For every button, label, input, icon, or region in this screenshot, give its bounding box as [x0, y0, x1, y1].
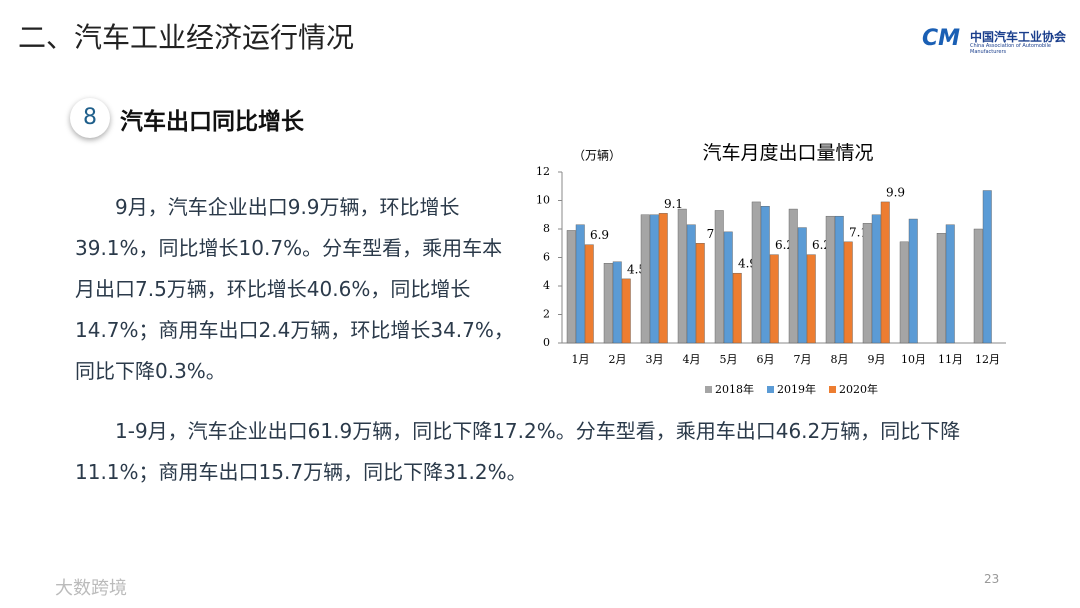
bar — [862, 223, 872, 344]
x-tick-label: 11月 — [938, 353, 963, 366]
data-label: 7 — [707, 227, 715, 241]
x-tick-label: 6月 — [757, 353, 775, 366]
legend-swatch — [705, 386, 712, 393]
x-tick-label: 9月 — [868, 353, 886, 366]
slide-title: 二、汽车工业经济运行情况 — [18, 21, 355, 54]
bar — [621, 278, 631, 344]
x-tick-label: 2月 — [609, 353, 627, 366]
section-title: 汽车出口同比增长 — [120, 109, 304, 135]
bar — [658, 213, 668, 344]
chart-title: 汽车月度出口量情况 — [702, 142, 873, 164]
x-tick-label: 1月 — [572, 353, 590, 366]
logo-name: 中国汽车工业协会 — [970, 30, 1067, 44]
bar — [649, 214, 659, 344]
data-label: 9.9 — [886, 185, 905, 199]
logo-subname: China Association of Automobile Manufact… — [970, 43, 1051, 55]
legend-swatch — [829, 386, 836, 393]
bar — [982, 190, 992, 344]
bar — [677, 208, 687, 344]
y-tick-label: 0 — [543, 336, 550, 349]
bar — [686, 224, 696, 344]
bar — [566, 230, 576, 344]
page-number: 23 — [984, 572, 1000, 586]
bar — [612, 261, 622, 344]
y-axis-label: （万辆） — [573, 149, 621, 163]
bar — [945, 224, 955, 344]
bar — [695, 243, 705, 344]
x-tick-label: 3月 — [646, 353, 664, 366]
bar — [825, 215, 835, 344]
x-tick-label: 4月 — [683, 353, 701, 366]
data-label: 6.9 — [590, 228, 609, 242]
y-tick-label: 8 — [543, 222, 550, 235]
y-tick-label: 4 — [543, 279, 550, 292]
bar — [788, 208, 798, 344]
bar — [973, 228, 983, 344]
watermark: 大数跨境 — [55, 578, 127, 599]
legend-swatch — [767, 386, 774, 393]
bar — [880, 201, 890, 344]
bar — [732, 272, 742, 344]
bar — [843, 241, 853, 344]
x-tick-label: 10月 — [901, 353, 926, 366]
bar — [908, 218, 918, 344]
paragraph: 1-9月，汽车企业出口61.9万辆，同比下降17.2%。分车型看，乘用车出口46… — [75, 419, 961, 484]
bar — [751, 201, 761, 344]
bar — [714, 210, 724, 344]
x-tick-label: 7月 — [794, 353, 812, 366]
legend-label: 2018年 — [715, 382, 754, 396]
bar — [723, 231, 733, 344]
legend-label: 2019年 — [777, 382, 816, 396]
bar — [936, 233, 946, 344]
bar — [575, 224, 585, 344]
x-tick-label: 8月 — [831, 353, 849, 366]
bar — [899, 241, 909, 344]
legend-label: 2020年 — [839, 382, 878, 396]
y-tick-label: 6 — [543, 251, 550, 264]
y-tick-label: 10 — [536, 194, 550, 207]
bar — [769, 254, 779, 344]
y-tick-label: 2 — [543, 308, 550, 321]
bar — [806, 254, 816, 344]
bar — [834, 215, 844, 344]
bar — [640, 214, 650, 344]
x-tick-label: 12月 — [975, 353, 1000, 366]
bar — [584, 244, 594, 344]
x-tick-label: 5月 — [720, 353, 738, 366]
bar — [760, 205, 770, 344]
section-number: 8 — [70, 98, 110, 138]
paragraph: 9月，汽车企业出口9.9万辆，环比增长39.1%，同比增长10.7%。分车型看，… — [75, 195, 514, 383]
bar — [871, 214, 881, 344]
bar — [797, 227, 807, 344]
bar — [603, 263, 613, 344]
data-label: 9.1 — [664, 197, 683, 211]
logo-mark: CM — [922, 26, 961, 51]
y-tick-label: 12 — [536, 165, 550, 178]
